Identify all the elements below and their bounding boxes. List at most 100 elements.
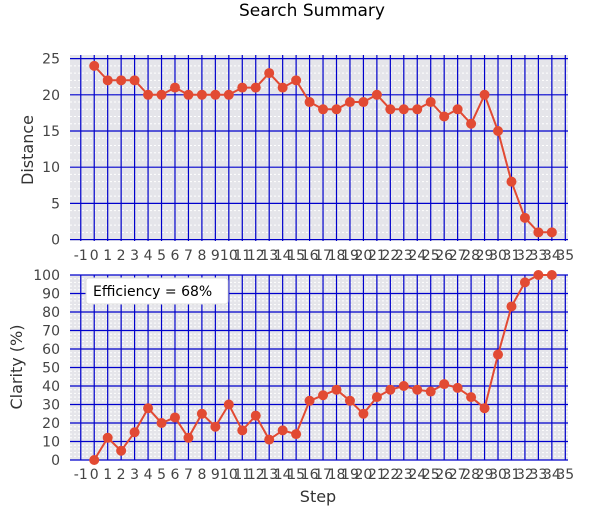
clarity-ytick-label: 20 [42, 416, 60, 432]
distance-data-point [506, 176, 517, 187]
clarity-xtick-label: 20 [355, 467, 373, 483]
clarity-xtick-label: 10 [220, 467, 238, 483]
distance-data-point [425, 97, 436, 108]
distance-xtick-label: 29 [476, 248, 494, 264]
clarity-data-point [116, 445, 127, 456]
distance-xtick-label: 5 [157, 248, 166, 264]
distance-data-point [89, 60, 100, 71]
clarity-xtick-label: 12 [247, 467, 265, 483]
distance-data-point [331, 104, 342, 115]
clarity-data-point [344, 395, 355, 406]
clarity-xtick-label: 23 [395, 467, 413, 483]
distance-data-point [210, 89, 221, 100]
distance-xtick-label: 18 [328, 248, 346, 264]
distance-xtick-label: 8 [197, 248, 206, 264]
clarity-data-point [318, 390, 329, 401]
distance-xtick-label: 4 [144, 248, 153, 264]
clarity-xtick-label: 35 [556, 467, 574, 483]
clarity-data-point [398, 381, 409, 391]
distance-data-point [264, 68, 275, 79]
distance-data-point [156, 89, 167, 100]
distance-xtick-label: 11 [233, 248, 251, 264]
clarity-data-point [385, 384, 396, 395]
clarity-data-point [183, 432, 194, 443]
clarity-xtick-label: -1 [74, 467, 88, 483]
clarity-xtick-label: 15 [287, 467, 305, 483]
distance-xtick-label: -1 [74, 248, 88, 264]
clarity-xtick-label: 9 [211, 467, 220, 483]
distance-xtick-label: 35 [556, 248, 574, 264]
annotation-text: Efficiency = 68% [93, 284, 212, 300]
clarity-ytick-label: 40 [42, 379, 60, 395]
distance-xtick-label: 23 [395, 248, 413, 264]
distance-xtick-label: 2 [117, 248, 126, 264]
clarity-xtick-label: 33 [529, 467, 547, 483]
clarity-data-point [156, 418, 167, 428]
distance-xtick-label: 17 [314, 248, 332, 264]
distance-data-point [129, 75, 140, 86]
distance-data-point [493, 125, 504, 136]
clarity-xtick-label: 24 [408, 467, 426, 483]
clarity-xtick-label: 19 [341, 467, 359, 483]
distance-data-point [143, 89, 154, 100]
distance-xtick-label: 27 [449, 248, 467, 264]
distance-xtick-label: 16 [301, 248, 319, 264]
clarity-ytick-label: 100 [33, 268, 60, 284]
distance-data-point [398, 104, 409, 115]
clarity-xtick-label: 25 [422, 467, 440, 483]
distance-plot-area [70, 55, 568, 241]
chart-title: Search Summary [239, 1, 385, 21]
distance-xtick-label: 26 [435, 248, 453, 264]
clarity-ytick-label: 30 [42, 398, 60, 414]
distance-ytick-label: 10 [42, 160, 60, 176]
clarity-xtick-label: 16 [301, 467, 319, 483]
distance-axis-label: Distance [18, 115, 37, 185]
clarity-data-point [439, 379, 450, 390]
distance-xtick-label: 20 [355, 248, 373, 264]
efficiency-annotation: Efficiency = 68% [85, 277, 229, 305]
clarity-xtick-label: 0 [90, 467, 99, 483]
clarity-data-point [169, 412, 180, 423]
clarity-data-point [89, 455, 100, 465]
distance-data-point [533, 227, 544, 238]
distance-xtick-label: 12 [247, 248, 265, 264]
step-axis-label: Step [300, 487, 336, 506]
distance-xtick-label: 21 [368, 248, 386, 264]
clarity-data-point [479, 403, 490, 414]
clarity-xtick-label: 2 [117, 467, 126, 483]
distance-xtick-label: 28 [462, 248, 480, 264]
distance-data-point [385, 104, 396, 115]
distance-data-point [183, 89, 194, 100]
clarity-xtick-label: 1 [103, 467, 112, 483]
distance-xtick-label: 6 [171, 248, 180, 264]
distance-data-point [116, 75, 127, 86]
distance-data-point [277, 82, 288, 93]
clarity-data-point [304, 395, 315, 406]
clarity-data-point [264, 434, 275, 445]
distance-xtick-label: 22 [381, 248, 399, 264]
clarity-axis-label: Clarity (%) [7, 325, 26, 410]
clarity-data-point [143, 403, 154, 414]
clarity-xtick-label: 31 [503, 467, 521, 483]
clarity-data-point [358, 408, 369, 419]
distance-data-point [102, 75, 113, 86]
distance-xtick-label: 15 [287, 248, 305, 264]
clarity-xtick-label: 29 [476, 467, 494, 483]
clarity-xtick-label: 14 [274, 467, 292, 483]
clarity-ytick-label: 50 [42, 361, 60, 377]
distance-data-point [452, 104, 463, 115]
distance-data-point [371, 89, 382, 100]
clarity-data-point [129, 427, 140, 438]
distance-xtick-label: 13 [260, 248, 278, 264]
clarity-xtick-label: 26 [435, 467, 453, 483]
clarity-data-point [546, 270, 557, 280]
clarity-xtick-label: 27 [449, 467, 467, 483]
clarity-xtick-label: 7 [184, 467, 193, 483]
clarity-data-point [237, 425, 248, 436]
clarity-data-point [250, 410, 261, 421]
distance-xtick-label: 14 [274, 248, 292, 264]
